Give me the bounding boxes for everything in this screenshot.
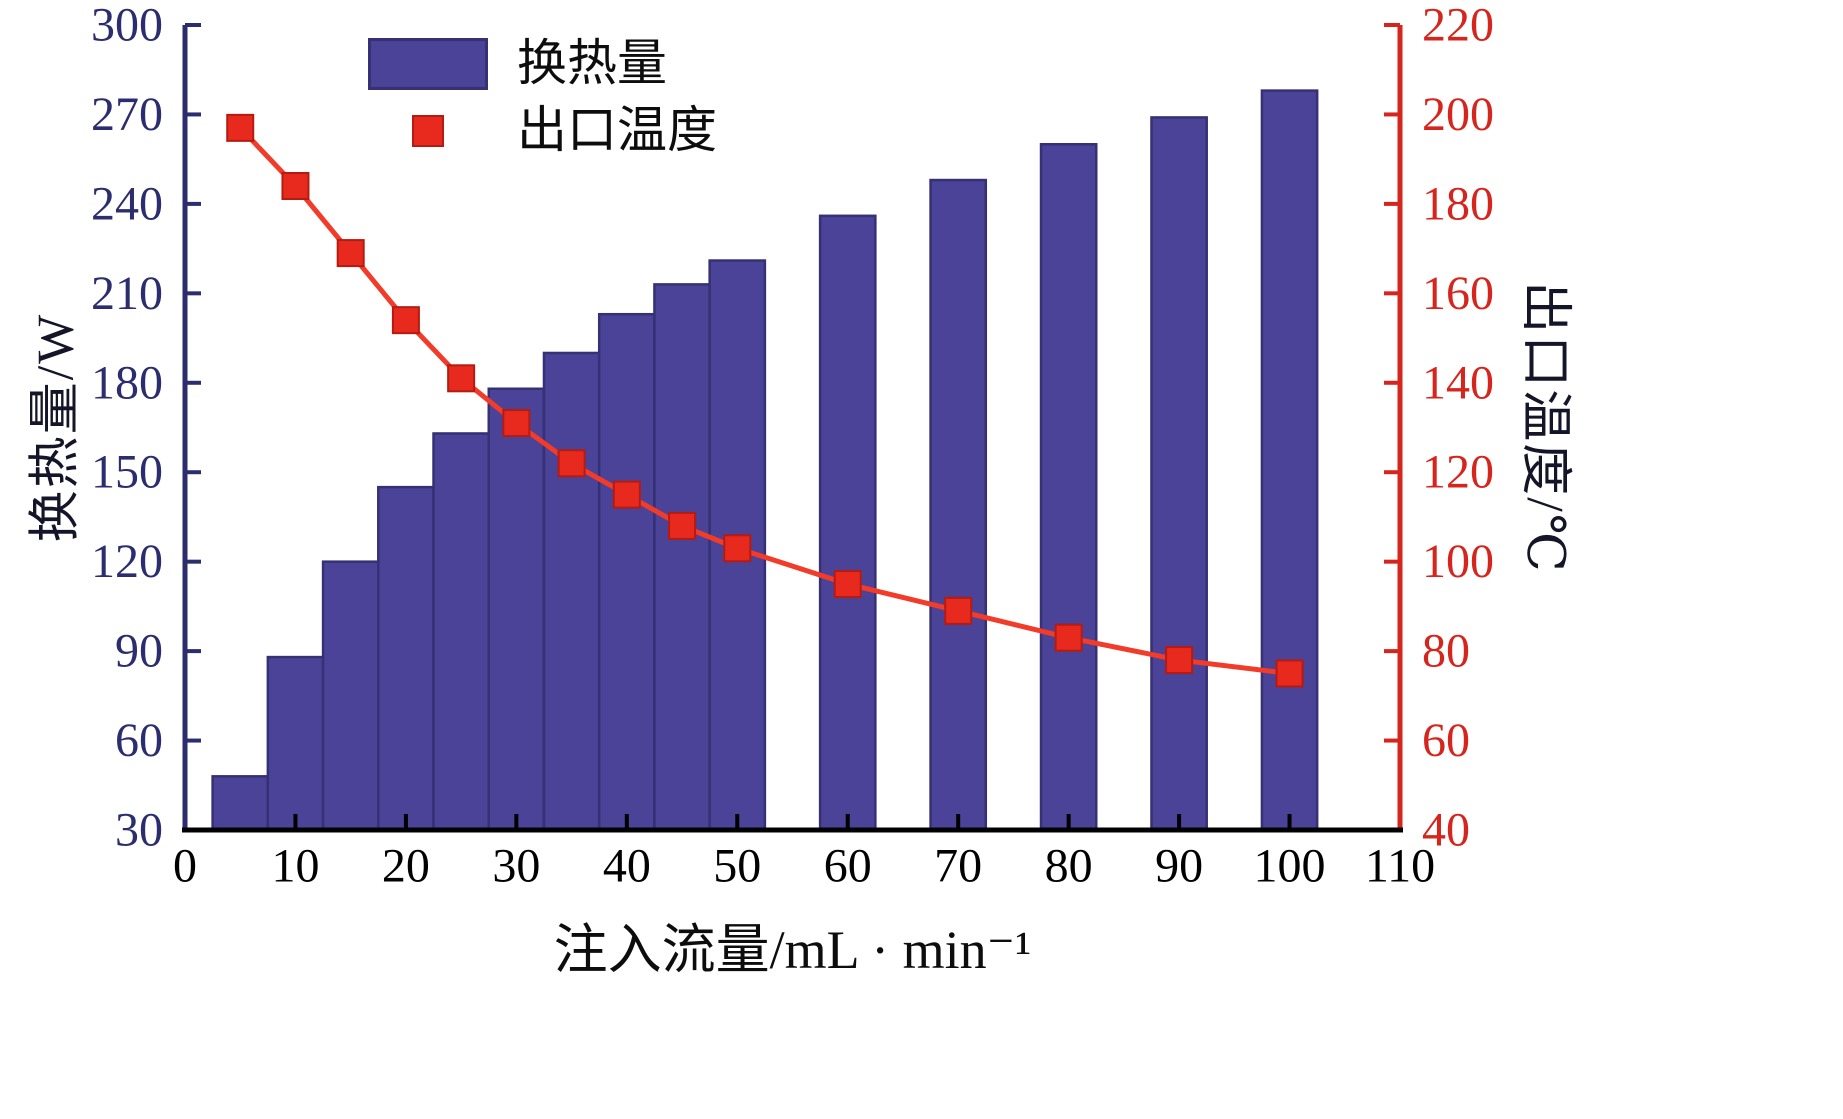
temperature-marker — [557, 449, 586, 478]
temperature-marker — [944, 596, 973, 625]
temperature-marker — [723, 534, 752, 563]
legend-marker-swatch — [412, 114, 444, 147]
x-axis-tick-label: 50 — [713, 840, 761, 893]
bar — [432, 432, 491, 832]
left-axis-tick-label: 270 — [91, 88, 163, 141]
bar — [321, 560, 380, 832]
temperature-marker — [612, 480, 641, 509]
x-axis-tick-label: 80 — [1045, 840, 1093, 893]
left-axis-tick-label: 180 — [91, 356, 163, 409]
bar — [929, 178, 988, 832]
left-axis-tick-label: 30 — [115, 804, 163, 857]
temperature-marker — [1054, 623, 1083, 652]
legend-swatch-column — [365, 114, 491, 147]
legend-item-temperature: 出口温度 — [365, 103, 717, 158]
temperature-marker — [391, 306, 420, 335]
bar — [1260, 89, 1319, 832]
bar — [1039, 143, 1098, 832]
x-axis-tick-label: 0 — [173, 840, 197, 893]
left-axis-tick-label: 90 — [115, 625, 163, 678]
temperature-marker — [833, 570, 862, 599]
temperature-marker — [336, 239, 365, 268]
temperature-marker — [668, 511, 697, 540]
right-axis-tick-label: 120 — [1422, 446, 1494, 499]
left-axis-tick-label: 120 — [91, 535, 163, 588]
temperature-marker — [1165, 646, 1194, 675]
x-axis-title: 注入流量/mL · min⁻¹ — [185, 905, 1400, 984]
x-axis-tick-label: 10 — [271, 840, 319, 893]
x-axis-tick-label: 110 — [1365, 840, 1435, 893]
right-axis-tick-label: 140 — [1422, 356, 1494, 409]
bar — [487, 387, 546, 832]
temperature-marker — [1275, 659, 1304, 688]
right-axis-tick-label: 100 — [1422, 535, 1494, 588]
bar — [542, 351, 601, 832]
legend-label-temperature: 出口温度 — [517, 102, 717, 158]
bar — [818, 214, 877, 832]
x-axis-tick-label: 40 — [603, 840, 651, 893]
legend-swatch-column — [365, 37, 491, 90]
left-axis-tick-label: 210 — [91, 267, 163, 320]
left-axis-tick-label: 150 — [91, 446, 163, 499]
right-axis-tick-label: 60 — [1422, 714, 1470, 767]
temperature-marker — [447, 364, 476, 393]
bar — [377, 485, 435, 832]
x-axis-tick-label: 100 — [1254, 840, 1326, 893]
right-axis-tick-label: 40 — [1422, 804, 1470, 857]
x-axis-tick-label: 30 — [492, 840, 540, 893]
legend: 换热量 出口温度 — [365, 36, 717, 158]
legend-bar-swatch — [368, 37, 488, 90]
right-axis-tick-label: 180 — [1422, 177, 1494, 230]
right-axis-tick-label: 220 — [1422, 0, 1494, 52]
bar — [211, 775, 270, 832]
left-axis-tick-label: 60 — [115, 714, 163, 767]
x-axis-tick-label: 60 — [824, 840, 872, 893]
x-axis-title-text: 注入流量/mL · min⁻¹ — [553, 920, 1032, 980]
x-axis-tick-label: 20 — [382, 840, 430, 893]
legend-item-heat: 换热量 — [365, 36, 717, 91]
legend-label-heat: 换热量 — [517, 35, 667, 91]
bar — [653, 283, 711, 832]
right-axis-tick-label: 160 — [1422, 267, 1494, 320]
bar — [266, 655, 325, 832]
bar — [597, 312, 656, 832]
right-axis-tick-label: 80 — [1422, 625, 1470, 678]
left-axis-tick-label: 300 — [91, 0, 163, 52]
right-axis-tick-label: 200 — [1422, 88, 1494, 141]
temperature-marker — [502, 409, 531, 438]
temperature-marker — [281, 172, 310, 200]
left-axis-tick-label: 240 — [91, 177, 163, 230]
x-axis-tick-label: 70 — [934, 840, 982, 893]
bar — [1150, 116, 1208, 832]
temperature-marker — [226, 113, 255, 142]
x-axis-tick-label: 90 — [1155, 840, 1203, 893]
